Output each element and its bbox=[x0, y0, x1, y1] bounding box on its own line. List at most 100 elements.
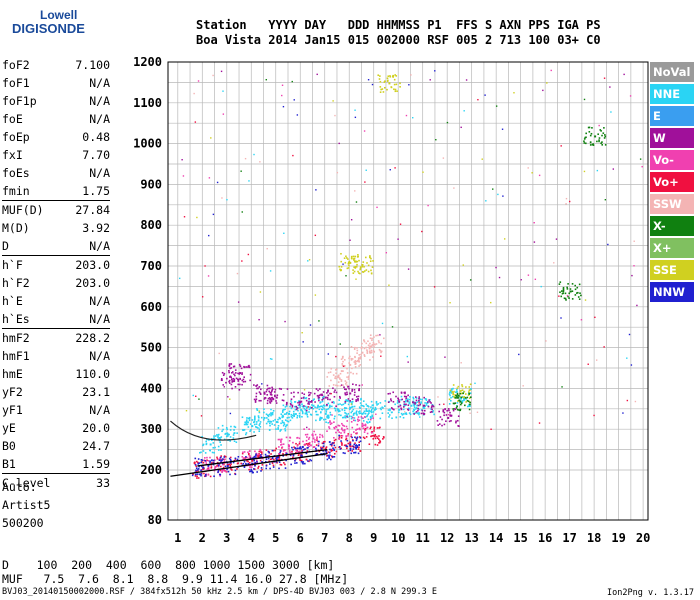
data-point bbox=[372, 341, 375, 344]
data-point bbox=[275, 455, 278, 458]
data-point bbox=[200, 458, 203, 461]
data-point bbox=[247, 417, 250, 420]
data-point bbox=[353, 361, 356, 363]
data-point bbox=[278, 446, 280, 448]
data-point bbox=[300, 400, 303, 403]
x-tick-label: 12 bbox=[440, 531, 454, 545]
param-row: hmF1 N/A bbox=[2, 347, 110, 365]
data-point bbox=[271, 457, 274, 460]
x-tick-label: 10 bbox=[391, 531, 405, 545]
data-point bbox=[284, 449, 287, 451]
data-point bbox=[293, 395, 295, 398]
data-point bbox=[299, 404, 301, 407]
data-point bbox=[195, 395, 197, 397]
data-point bbox=[302, 461, 305, 463]
data-point bbox=[452, 409, 455, 412]
data-point bbox=[209, 456, 211, 459]
data-point bbox=[341, 428, 343, 431]
data-point bbox=[340, 440, 342, 442]
data-point bbox=[337, 381, 340, 383]
data-point bbox=[597, 133, 599, 136]
data-point bbox=[214, 435, 217, 437]
param-name: hmF1 bbox=[2, 349, 30, 363]
y-tick-label: 600 bbox=[140, 300, 162, 314]
data-point bbox=[399, 223, 402, 225]
data-point bbox=[386, 77, 389, 80]
param-name: C-level bbox=[2, 476, 51, 490]
data-point bbox=[267, 450, 270, 453]
param-row: h`F 203.0 bbox=[2, 256, 110, 274]
data-point bbox=[323, 418, 325, 421]
data-point bbox=[318, 450, 321, 453]
data-point bbox=[223, 455, 226, 457]
data-point bbox=[451, 395, 454, 398]
data-point bbox=[313, 446, 316, 448]
data-point bbox=[415, 402, 417, 404]
data-point bbox=[278, 387, 281, 390]
data-point bbox=[236, 272, 239, 275]
data-point bbox=[395, 75, 398, 77]
param-name: MUF(D) bbox=[2, 203, 44, 217]
param-separator bbox=[2, 200, 110, 201]
data-point bbox=[329, 421, 331, 424]
data-point bbox=[352, 272, 355, 274]
data-point bbox=[427, 401, 429, 403]
data-point bbox=[296, 450, 298, 453]
auto-artist: Artist5 bbox=[2, 498, 51, 512]
data-point bbox=[396, 402, 399, 404]
data-point bbox=[284, 463, 286, 466]
data-point bbox=[315, 388, 318, 390]
data-point bbox=[591, 127, 593, 129]
grid bbox=[168, 61, 648, 520]
data-point bbox=[407, 268, 410, 270]
data-point bbox=[328, 385, 331, 387]
data-point bbox=[607, 243, 609, 246]
data-point bbox=[223, 469, 226, 472]
data-point bbox=[278, 456, 281, 459]
data-point bbox=[417, 404, 420, 407]
data-point bbox=[437, 424, 439, 426]
data-point bbox=[225, 381, 227, 384]
data-point bbox=[353, 388, 356, 391]
data-point bbox=[356, 263, 358, 266]
data-point bbox=[354, 363, 357, 365]
data-point bbox=[270, 453, 272, 455]
data-point bbox=[379, 417, 382, 420]
data-point bbox=[260, 399, 262, 402]
data-point bbox=[226, 465, 229, 468]
data-point bbox=[325, 409, 327, 411]
data-point bbox=[321, 393, 323, 396]
data-point bbox=[456, 387, 459, 390]
data-point bbox=[327, 390, 329, 393]
data-point bbox=[233, 425, 236, 428]
data-point bbox=[253, 455, 256, 458]
data-point bbox=[338, 413, 340, 416]
data-point bbox=[220, 379, 223, 381]
data-point bbox=[431, 408, 433, 411]
x-tick-label: 20 bbox=[636, 531, 650, 545]
data-point bbox=[435, 138, 437, 141]
data-point bbox=[322, 446, 324, 449]
data-point bbox=[332, 387, 334, 390]
data-point bbox=[389, 169, 391, 171]
data-point bbox=[592, 144, 595, 146]
data-point bbox=[337, 424, 340, 427]
data-point bbox=[349, 363, 352, 366]
data-point bbox=[357, 395, 360, 398]
data-point bbox=[275, 458, 278, 461]
y-tick-label: 500 bbox=[140, 341, 162, 355]
data-point bbox=[313, 392, 316, 395]
data-point bbox=[341, 409, 344, 411]
data-point bbox=[355, 413, 358, 415]
data-point bbox=[583, 98, 586, 101]
data-point bbox=[502, 195, 504, 197]
data-point bbox=[466, 405, 469, 408]
data-point bbox=[381, 412, 384, 415]
data-point bbox=[308, 259, 311, 261]
data-point bbox=[306, 426, 308, 429]
data-point bbox=[353, 412, 356, 415]
data-point bbox=[322, 441, 325, 443]
data-point bbox=[376, 444, 379, 446]
data-point bbox=[270, 400, 273, 403]
data-point bbox=[269, 270, 272, 272]
